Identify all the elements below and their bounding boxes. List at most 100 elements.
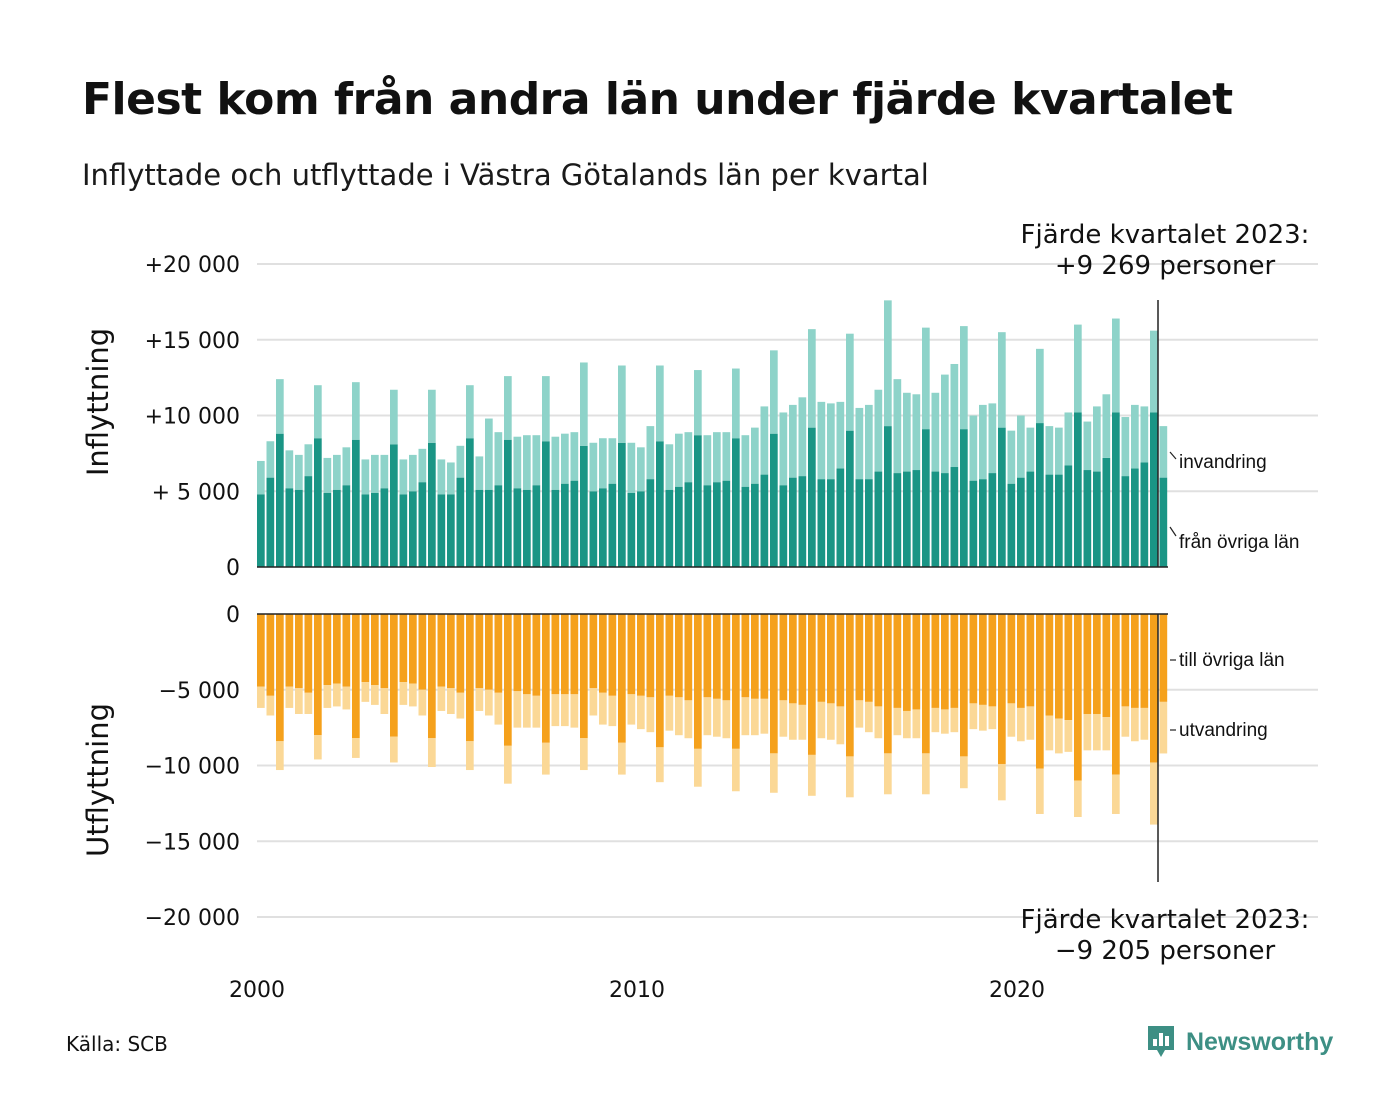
- bar-till-ovriga-lan: [437, 614, 446, 687]
- bar-utvandring: [257, 686, 265, 708]
- bar-till-ovriga-lan: [399, 614, 408, 683]
- bar-invandring: [627, 442, 636, 493]
- bar-utvandring: [998, 763, 1006, 801]
- brand-logo[interactable]: Newsworthy: [1146, 1024, 1333, 1060]
- bar-fran-ovriga-lan: [599, 488, 607, 567]
- bar-till-ovriga-lan: [789, 614, 797, 704]
- y-tick-label: −10 000: [145, 755, 240, 780]
- bar-fran-ovriga-lan: [665, 489, 674, 567]
- bar-utvandring: [618, 742, 626, 775]
- bar-utvandring: [827, 703, 835, 740]
- bar-till-ovriga-lan: [1064, 614, 1073, 721]
- bar-utvandring: [390, 736, 398, 763]
- bar-invandring: [589, 442, 598, 492]
- bar-utvandring: [314, 735, 322, 760]
- bar-fran-ovriga-lan: [1064, 465, 1073, 567]
- bar-fran-ovriga-lan: [637, 491, 645, 567]
- y-tick-label: 0: [226, 556, 240, 581]
- bar-fran-ovriga-lan: [494, 485, 503, 567]
- bar-invandring: [390, 389, 398, 445]
- bar-fran-ovriga-lan: [1093, 471, 1101, 567]
- bar-fran-ovriga-lan: [817, 479, 826, 567]
- bar-till-ovriga-lan: [912, 614, 921, 710]
- y-tick-label: −15 000: [145, 830, 240, 855]
- bar-fran-ovriga-lan: [950, 467, 959, 567]
- bar-till-ovriga-lan: [798, 614, 807, 705]
- bar-till-ovriga-lan: [1131, 614, 1139, 708]
- bar-fran-ovriga-lan: [684, 482, 693, 567]
- bar-till-ovriga-lan: [741, 614, 750, 698]
- bar-utvandring: [817, 701, 826, 739]
- bar-till-ovriga-lan: [836, 614, 845, 707]
- bar-fran-ovriga-lan: [1140, 462, 1149, 567]
- bar-fran-ovriga-lan: [1026, 471, 1035, 567]
- bar-invandring: [760, 406, 769, 475]
- bar-invandring: [494, 432, 503, 486]
- bar-utvandring: [276, 741, 284, 771]
- bar-till-ovriga-lan: [371, 614, 379, 686]
- bar-fran-ovriga-lan: [371, 492, 379, 567]
- bar-invandring: [836, 401, 845, 469]
- bar-utvandring: [903, 710, 911, 739]
- bar-utvandring: [798, 704, 807, 740]
- bar-till-ovriga-lan: [703, 614, 712, 698]
- bar-till-ovriga-lan: [342, 614, 351, 687]
- bar-fran-ovriga-lan: [922, 429, 930, 567]
- bar-utvandring: [1121, 706, 1130, 737]
- bar-fran-ovriga-lan: [969, 480, 978, 567]
- bar-fran-ovriga-lan: [627, 492, 636, 567]
- bar-invandring: [570, 432, 579, 481]
- bar-fran-ovriga-lan: [580, 445, 588, 567]
- bar-fran-ovriga-lan: [1074, 412, 1082, 567]
- bar-invandring: [1140, 406, 1149, 463]
- bar-invandring: [779, 412, 788, 486]
- bar-fran-ovriga-lan: [390, 444, 398, 567]
- bar-utvandring: [1055, 718, 1063, 754]
- bar-invandring: [789, 404, 797, 478]
- bar-fran-ovriga-lan: [1017, 477, 1025, 567]
- bar-utvandring: [808, 754, 816, 796]
- bar-utvandring: [713, 698, 721, 737]
- series-label: till övriga län: [1179, 650, 1285, 671]
- bar-utvandring: [589, 688, 598, 716]
- bar-utvandring: [665, 695, 674, 731]
- bar-till-ovriga-lan: [570, 614, 579, 695]
- bar-invandring: [532, 435, 541, 486]
- bar-till-ovriga-lan: [922, 614, 930, 754]
- bar-utvandring: [599, 692, 607, 725]
- bar-utvandring: [722, 700, 731, 739]
- bar-fran-ovriga-lan: [608, 483, 617, 567]
- bar-fran-ovriga-lan: [475, 489, 484, 567]
- bar-till-ovriga-lan: [599, 614, 607, 693]
- bar-utvandring: [523, 694, 531, 728]
- bar-utvandring: [323, 685, 332, 708]
- bar-invandring: [513, 436, 522, 489]
- bar-invandring: [1083, 421, 1092, 471]
- bar-utvandring: [751, 698, 759, 736]
- bar-till-ovriga-lan: [513, 614, 522, 692]
- bar-fran-ovriga-lan: [447, 494, 455, 567]
- bar-fran-ovriga-lan: [713, 482, 721, 567]
- bar-utvandring: [1007, 703, 1016, 737]
- bar-till-ovriga-lan: [589, 614, 598, 689]
- bar-invandring: [979, 404, 987, 480]
- bar-utvandring: [466, 741, 474, 771]
- bar-fran-ovriga-lan: [1007, 483, 1016, 567]
- bar-utvandring: [836, 706, 845, 745]
- bar-invandring: [447, 462, 455, 495]
- bar-fran-ovriga-lan: [618, 442, 626, 567]
- bar-invandring: [665, 444, 674, 490]
- bar-invandring: [323, 457, 332, 493]
- bar-utvandring: [504, 745, 512, 784]
- bar-fran-ovriga-lan: [1045, 474, 1054, 567]
- bar-till-ovriga-lan: [1159, 614, 1168, 702]
- bar-fran-ovriga-lan: [836, 468, 845, 567]
- bar-utvandring: [494, 692, 503, 725]
- bar-invandring: [903, 392, 911, 472]
- bar-fran-ovriga-lan: [646, 479, 655, 567]
- bar-invandring: [257, 460, 265, 495]
- bar-fran-ovriga-lan: [979, 479, 987, 567]
- bar-till-ovriga-lan: [1074, 614, 1082, 781]
- bar-till-ovriga-lan: [827, 614, 835, 704]
- bar-invandring: [637, 447, 645, 492]
